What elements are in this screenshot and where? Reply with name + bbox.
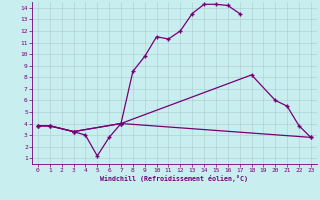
X-axis label: Windchill (Refroidissement éolien,°C): Windchill (Refroidissement éolien,°C)	[100, 175, 248, 182]
